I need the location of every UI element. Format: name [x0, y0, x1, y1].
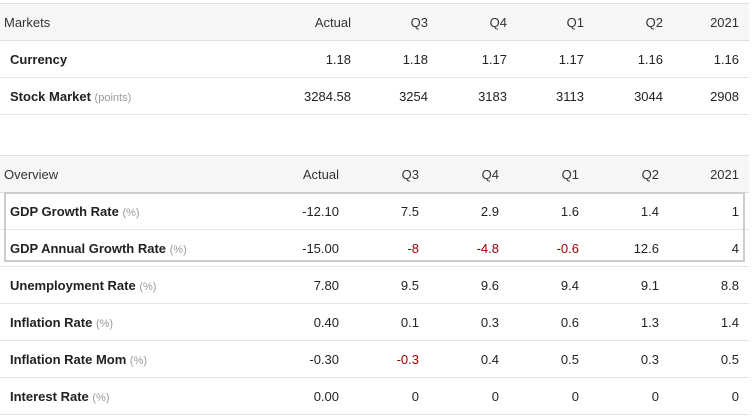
overview-header-title: Overview — [0, 155, 203, 193]
row-label[interactable]: GDP Growth Rate — [10, 203, 119, 219]
value-cell: 1.3 — [579, 303, 659, 341]
table-row-inflation-rate[interactable]: Inflation Rate (%) 0.40 0.1 0.3 0.6 1.3 1.4 — [0, 303, 749, 341]
value-cell: 3284.58 — [203, 77, 351, 115]
value-cell: 9.6 — [419, 266, 499, 304]
col-header-q1: Q1 — [499, 155, 579, 193]
value-cell: 0 — [579, 377, 659, 415]
row-label-cell[interactable]: Currency — [0, 40, 203, 78]
value-cell: -0.30 — [203, 340, 339, 378]
unit-label: (points) — [94, 91, 132, 104]
row-label[interactable]: Interest Rate — [10, 388, 89, 404]
value-cell: 3044 — [584, 77, 663, 115]
row-label[interactable]: Stock Market — [10, 88, 91, 104]
row-label-cell[interactable]: Interest Rate (%) — [0, 377, 203, 415]
value-cell: 2.9 — [419, 192, 499, 230]
row-label-cell[interactable]: GDP Annual Growth Rate (%) — [0, 229, 203, 267]
unit-label: (%) — [95, 317, 114, 330]
col-header-q4: Q4 — [428, 3, 507, 41]
col-header-actual: Actual — [203, 155, 339, 193]
row-label[interactable]: Inflation Rate — [10, 314, 93, 330]
col-header-q2: Q2 — [579, 155, 659, 193]
col-header-q1: Q1 — [507, 3, 584, 41]
value-cell: 7.5 — [339, 192, 419, 230]
value-cell: 0.00 — [203, 377, 339, 415]
table-row-currency[interactable]: Currency 1.18 1.18 1.17 1.17 1.16 1.16 — [0, 40, 749, 78]
value-cell: 9.4 — [499, 266, 579, 304]
markets-header-title: Markets — [0, 3, 203, 41]
value-cell: -0.6 — [499, 229, 579, 267]
row-label-cell[interactable]: Inflation Rate (%) — [0, 303, 203, 341]
value-cell: 0.3 — [579, 340, 659, 378]
value-cell: 1.17 — [507, 40, 584, 78]
col-header-q2: Q2 — [584, 3, 663, 41]
row-label-cell[interactable]: Stock Market (points) — [0, 77, 203, 115]
overview-body: GDP Growth Rate (%) -12.10 7.5 2.9 1.6 1.4 1 GD… — [0, 192, 749, 415]
table-row-interest-rate[interactable]: Interest Rate (%) 0.00 0 0 0 0 0 — [0, 377, 749, 415]
value-cell: 8.8 — [659, 266, 749, 304]
value-cell: 1.4 — [579, 192, 659, 230]
value-cell: 0.6 — [499, 303, 579, 341]
value-cell: 7.80 — [203, 266, 339, 304]
value-cell: 3254 — [351, 77, 428, 115]
value-cell: 1 — [659, 192, 749, 230]
row-label-cell[interactable]: GDP Growth Rate (%) — [0, 192, 203, 230]
unit-label: (%) — [129, 354, 148, 367]
value-cell: 9.5 — [339, 266, 419, 304]
unit-label: (%) — [169, 243, 187, 256]
table-row-stock-market[interactable]: Stock Market (points) 3284.58 3254 3183 3113… — [0, 77, 749, 115]
table-row-unemployment-rate[interactable]: Unemployment Rate (%) 7.80 9.5 9.6 9.4 9.1 8.8 — [0, 266, 749, 304]
value-cell: 1.18 — [203, 40, 351, 78]
markets-header-row: Markets Actual Q3 Q4 Q1 Q2 2021 — [0, 3, 749, 41]
col-header-q3: Q3 — [351, 3, 428, 41]
value-cell: 3113 — [507, 77, 584, 115]
markets-body: Currency 1.18 1.18 1.17 1.17 1.16 1.16 Stock Ma… — [0, 40, 749, 115]
row-label[interactable]: Unemployment Rate — [10, 277, 136, 293]
value-cell: 0.1 — [339, 303, 419, 341]
value-cell: 1.16 — [663, 40, 749, 78]
table-row-gdp-annual-growth-rate[interactable]: GDP Annual Growth Rate (%) -15.00 -8 -4.8 -0… — [0, 229, 749, 267]
overview-table: Overview Actual Q3 Q4 Q1 Q2 2021 GDP Gro… — [0, 155, 749, 415]
value-cell: 0 — [659, 377, 749, 415]
value-cell: 9.1 — [579, 266, 659, 304]
value-cell: 0 — [419, 377, 499, 415]
value-cell: 2908 — [663, 77, 749, 115]
value-cell: 0 — [499, 377, 579, 415]
value-cell: 0.5 — [659, 340, 749, 378]
table-row-inflation-rate-mom[interactable]: Inflation Rate Mom (%) -0.30 -0.3 0.4 0.5 0.3… — [0, 340, 749, 378]
unit-label: (%) — [92, 391, 110, 404]
col-header-q3: Q3 — [339, 155, 419, 193]
col-header-q4: Q4 — [419, 155, 499, 193]
col-header-2021: 2021 — [659, 155, 749, 193]
unit-label: (%) — [139, 280, 157, 293]
row-label-cell[interactable]: Unemployment Rate (%) — [0, 266, 203, 304]
col-header-2021: 2021 — [663, 3, 749, 41]
value-cell: 0.3 — [419, 303, 499, 341]
unit-label: (%) — [122, 206, 140, 219]
value-cell: -15.00 — [203, 229, 339, 267]
row-label[interactable]: GDP Annual Growth Rate — [10, 240, 167, 256]
row-label-cell[interactable]: Inflation Rate Mom (%) — [0, 340, 203, 378]
value-cell: 1.6 — [499, 192, 579, 230]
value-cell: 12.6 — [579, 229, 659, 267]
col-header-actual: Actual — [203, 3, 351, 41]
value-cell: 1.4 — [659, 303, 749, 341]
value-cell: 0.4 — [419, 340, 499, 378]
value-cell: 3183 — [428, 77, 507, 115]
value-cell: -0.3 — [339, 340, 419, 378]
value-cell: 1.18 — [351, 40, 428, 78]
value-cell: 0 — [339, 377, 419, 415]
value-cell: -4.8 — [419, 229, 499, 267]
value-cell: -8 — [339, 229, 419, 267]
table-row-gdp-growth-rate[interactable]: GDP Growth Rate (%) -12.10 7.5 2.9 1.6 1.4 1 — [0, 192, 749, 230]
value-cell: 0.40 — [203, 303, 339, 341]
row-label[interactable]: Currency — [10, 51, 68, 67]
value-cell: 1.17 — [428, 40, 507, 78]
value-cell: 1.16 — [584, 40, 663, 78]
value-cell: 4 — [659, 229, 749, 267]
overview-header-row: Overview Actual Q3 Q4 Q1 Q2 2021 — [0, 155, 749, 193]
value-cell: 0.5 — [499, 340, 579, 378]
markets-table: Markets Actual Q3 Q4 Q1 Q2 2021 Currency… — [0, 3, 749, 115]
value-cell: -12.10 — [203, 192, 339, 230]
row-label[interactable]: Inflation Rate Mom — [10, 351, 127, 367]
